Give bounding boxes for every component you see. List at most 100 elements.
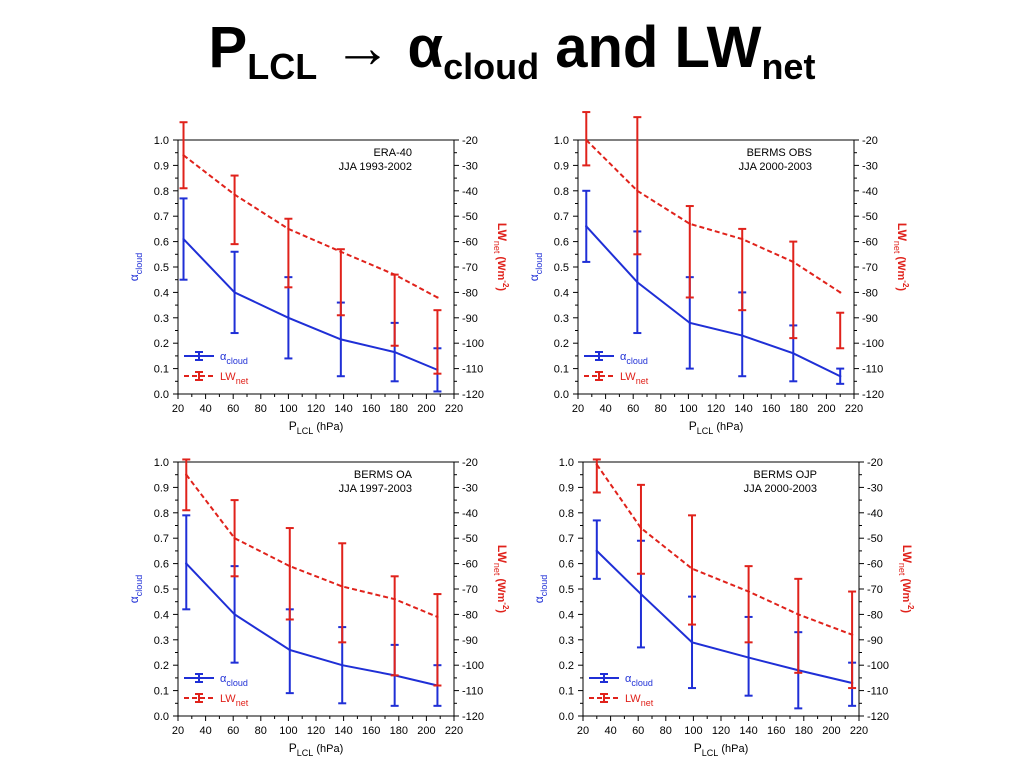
data-point-lw	[595, 463, 598, 466]
y-tick-label: 0.3	[559, 635, 574, 647]
y2-tick-label: -40	[867, 508, 883, 520]
chart-annotation: BERMS OBS	[747, 147, 812, 159]
y-tick-label: 0.0	[554, 389, 569, 401]
y-tick-label: 0.8	[554, 186, 569, 198]
y-tick-label: 0.2	[554, 338, 569, 350]
y2-tick-label: -90	[862, 313, 878, 325]
y-tick-label: 0.9	[154, 482, 169, 494]
x-axis-label: PLCL (hPa)	[289, 419, 344, 436]
y-tick-label: 0.7	[154, 533, 169, 545]
y-tick-label: 0.6	[154, 559, 169, 571]
x-tick-label: 20	[172, 403, 184, 415]
y-tick-label: 0.7	[154, 211, 169, 223]
y-tick-label: 0.9	[559, 482, 574, 494]
y-tick-label: 0.8	[154, 508, 169, 520]
y-tick-label: 0.8	[559, 508, 574, 520]
y2-tick-label: -80	[462, 609, 478, 621]
y2-tick-label: -60	[462, 237, 478, 249]
y2-tick-label: -30	[462, 160, 478, 172]
x-tick-label: 80	[255, 725, 267, 737]
data-point-lw	[341, 585, 344, 588]
y-tick-label: 0.5	[559, 584, 574, 596]
y2-tick-label: -30	[867, 482, 883, 494]
chart-annotation: JJA 1993-2002	[339, 161, 412, 173]
x-tick-label: 40	[599, 403, 611, 415]
x-tick-label: 80	[255, 403, 267, 415]
y-tick-label: 0.8	[154, 186, 169, 198]
data-point-cloud	[233, 613, 236, 616]
chart-annotation: JJA 2000-2003	[744, 483, 817, 495]
x-tick-label: 40	[199, 725, 211, 737]
legend-label-lw: LWnet	[625, 693, 654, 708]
y-tick-label: 0.1	[559, 686, 574, 698]
y2-tick-label: -20	[462, 457, 478, 469]
data-point-cloud	[639, 592, 643, 596]
y2-tick-label: -70	[462, 584, 478, 596]
y2-tick-label: -100	[862, 338, 884, 350]
data-point-lw	[792, 260, 795, 264]
chart-svg: 20 40 60 80 100 120 140 160 180 200 220 0.0 0.1 0.2 0.…	[532, 457, 915, 758]
series-line-lw	[585, 139, 841, 294]
data-point-cloud	[182, 237, 185, 241]
y2-tick-label: -80	[462, 287, 478, 299]
x-tick-label: 160	[767, 725, 785, 737]
x-tick-label: 80	[655, 403, 667, 415]
y2-tick-label: -80	[862, 287, 878, 299]
y-tick-label: 0.2	[154, 338, 169, 350]
x-tick-label: 140	[734, 403, 752, 415]
data-point-cloud	[585, 225, 588, 228]
y2-tick-label: -50	[462, 211, 478, 223]
series-line-cloud	[185, 562, 438, 687]
y-tick-label: 0.9	[554, 160, 569, 172]
x-axis-label: PLCL (hPa)	[689, 419, 744, 436]
y2-tick-label: -50	[862, 211, 878, 223]
legend-label-cloud: αcloud	[620, 351, 648, 366]
x-tick-label: 180	[390, 403, 408, 415]
data-point-cloud	[688, 321, 691, 325]
y-tick-label: 0.5	[554, 262, 569, 274]
data-point-cloud	[393, 350, 396, 354]
x-tick-label: 200	[822, 725, 840, 737]
data-point-cloud	[839, 375, 842, 378]
y2-tick-label: -60	[867, 559, 883, 571]
series-line-lw	[185, 474, 438, 618]
slide-title: PLCL → αcloud and LWnet	[208, 15, 816, 87]
y2-axis-label: LWnet (Wm-2)	[897, 545, 915, 614]
y-axis-label: αcloud	[127, 575, 144, 603]
data-point-cloud	[595, 549, 598, 553]
data-point-lw	[585, 138, 588, 142]
data-point-lw	[636, 189, 639, 192]
legend-label-cloud: αcloud	[220, 351, 248, 366]
y2-tick-label: -40	[462, 508, 478, 520]
data-point-lw	[741, 237, 744, 241]
legend-label-lw: LWnet	[620, 371, 649, 386]
x-tick-label: 220	[445, 725, 463, 737]
data-point-lw	[182, 154, 185, 157]
x-tick-label: 180	[790, 403, 808, 415]
x-tick-label: 100	[279, 403, 297, 415]
y-tick-label: 0.7	[559, 533, 574, 545]
y2-tick-label: -80	[867, 609, 883, 621]
y2-tick-label: -120	[867, 711, 889, 723]
chart-annotation: JJA 2000-2003	[739, 161, 812, 173]
x-tick-label: 140	[334, 725, 352, 737]
data-point-lw	[436, 296, 439, 299]
x-tick-label: 120	[707, 403, 725, 415]
x-tick-label: 160	[362, 403, 380, 415]
y2-axis-label: LWnet (Wm-2)	[492, 545, 510, 614]
y-tick-label: 0.2	[559, 660, 574, 672]
data-point-lw	[690, 567, 694, 570]
legend-label-lw: LWnet	[220, 371, 249, 386]
y-tick-label: 0.4	[559, 609, 574, 621]
series-line-cloud	[585, 225, 841, 378]
y-axis-label: αcloud	[527, 253, 544, 281]
x-tick-label: 180	[390, 725, 408, 737]
y2-tick-label: -100	[462, 660, 484, 672]
data-point-lw	[797, 613, 800, 616]
y-tick-label: 1.0	[154, 135, 169, 147]
data-point-lw	[688, 222, 691, 226]
y-tick-label: 0.1	[154, 364, 169, 376]
chart-annotation: BERMS OA	[354, 469, 413, 481]
y-tick-label: 0.1	[554, 364, 569, 376]
x-tick-label: 200	[417, 403, 435, 415]
